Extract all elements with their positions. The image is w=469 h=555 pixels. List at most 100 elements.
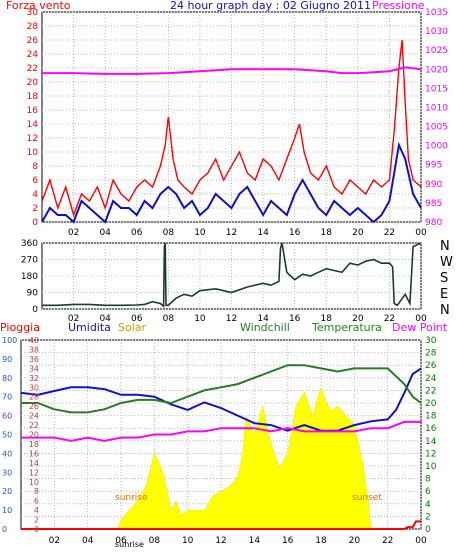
- x-tick-label: 14: [249, 536, 261, 546]
- x-tick-label: 12: [226, 314, 237, 324]
- wind-pressure-tick-labels: 0246810121416182022242628309809859909951…: [27, 8, 449, 238]
- wind-tick-label: 12: [27, 134, 38, 144]
- x-tick-label: 00: [415, 314, 427, 324]
- temp-tick-label: 8: [425, 475, 431, 485]
- climate-series: [20, 364, 422, 530]
- pioggia-tick-label: 10: [2, 506, 12, 515]
- x-tick-label: 12: [226, 228, 237, 238]
- series-pressure: [42, 66, 422, 75]
- x-tick-label: 16: [289, 314, 301, 324]
- series-wind-direction: [42, 242, 422, 309]
- wind-tick-label: 6: [32, 176, 38, 186]
- x-tick-label: 22: [384, 228, 395, 238]
- umidita-tick-label: 2: [34, 516, 39, 525]
- x-tick-label: 04: [99, 314, 111, 324]
- x-tick-label: 18: [315, 536, 327, 546]
- x-tick-label: 08: [163, 314, 175, 324]
- wind-tick-label: 0: [32, 218, 38, 228]
- pioggia-tick-label: 70: [2, 393, 12, 402]
- pressure-tick-label: 990: [425, 180, 442, 190]
- umidita-tick-label: 8: [34, 487, 39, 496]
- x-tick-label: 02: [68, 228, 79, 238]
- temp-tick-label: 20: [425, 399, 437, 409]
- pressure-tick-label: 1000: [425, 142, 448, 152]
- wind-tick-label: 20: [27, 78, 39, 88]
- pressure-tick-label: 1015: [425, 84, 448, 94]
- pioggia-tick-label: 40: [2, 449, 12, 458]
- x-tick-label: 04: [82, 536, 94, 546]
- temp-tick-label: 10: [425, 462, 437, 472]
- pressure-tick-label: 1030: [425, 27, 448, 37]
- umidita-tick-label: 18: [29, 440, 39, 449]
- umidita-tick-label: 26: [29, 402, 39, 411]
- umidita-tick-label: 24: [29, 412, 39, 421]
- climate-panel: Pioggia Umidita Solar Windchill Temperatura D…: [0, 321, 448, 549]
- temp-tick-label: 28: [425, 349, 437, 359]
- legend-solar: Solar: [118, 321, 147, 334]
- x-tick-label: 00: [415, 536, 427, 546]
- pioggia-tick-label: 90: [2, 355, 12, 364]
- legend-pioggia: Pioggia: [0, 321, 40, 334]
- wind-tick-label: 4: [32, 190, 38, 200]
- pressure-tick-label: 995: [425, 161, 442, 171]
- umidita-tick-label: 16: [29, 449, 39, 458]
- x-tick-label: 06: [131, 228, 143, 238]
- temp-tick-label: 14: [425, 437, 437, 447]
- annotation-sunrise: sunrise: [115, 493, 148, 503]
- direction-tick-label: 270: [21, 256, 38, 266]
- series-humidity: [20, 367, 422, 432]
- x-tick-label: 02: [68, 314, 79, 324]
- series-rain: [21, 520, 421, 530]
- wind-tick-label: 8: [32, 162, 38, 172]
- umidita-tick-label: 22: [29, 421, 39, 430]
- umidita-tick-label: 28: [29, 393, 39, 402]
- x-tick-label: 16: [282, 536, 294, 546]
- pressure-tick-label: 980: [425, 218, 442, 228]
- temp-tick-label: 4: [425, 500, 431, 510]
- temp-tick-label: 6: [425, 487, 431, 497]
- temp-tick-label: 22: [425, 386, 436, 396]
- x-tick-label: 10: [194, 228, 206, 238]
- temp-tick-label: 0: [425, 525, 431, 535]
- x-tick-label: 20: [349, 536, 361, 546]
- umidita-tick-label: 40: [29, 336, 39, 345]
- series-wind-speed: [41, 141, 422, 224]
- umidita-tick-label: 10: [29, 478, 39, 487]
- wind-tick-label: 24: [27, 50, 39, 60]
- wind-tick-label: 18: [27, 92, 39, 102]
- annotation-sunset: sunset: [352, 493, 382, 503]
- umidita-tick-label: 4: [34, 506, 39, 515]
- umidita-tick-label: 6: [34, 497, 39, 506]
- temp-tick-label: 24: [425, 374, 437, 384]
- wind-tick-label: 30: [27, 8, 39, 18]
- temp-tick-label: 26: [425, 361, 437, 371]
- umidita-tick-label: 38: [29, 345, 39, 354]
- legend-umidita: Umidita: [68, 321, 111, 334]
- wind-tick-label: 2: [32, 204, 38, 214]
- series-dew-point: [21, 420, 421, 442]
- direction-tick-label: 0: [32, 305, 38, 315]
- x-tick-label: 18: [321, 228, 333, 238]
- pioggia-tick-label: 100: [2, 336, 17, 345]
- pressure-axis-label: Pressione: [372, 0, 425, 12]
- temp-tick-label: 12: [425, 449, 436, 459]
- x-tick-label: 04: [99, 228, 111, 238]
- x-tick-label: 14: [257, 228, 269, 238]
- temp-tick-label: 16: [425, 424, 437, 434]
- x-tick-label: 02: [49, 536, 60, 546]
- pressure-tick-label: 1010: [425, 103, 448, 113]
- wind-tick-label: 22: [27, 64, 38, 74]
- compass-label: S: [440, 271, 448, 286]
- umidita-tick-label: 36: [29, 355, 39, 364]
- series-wind-gust: [41, 39, 422, 218]
- umidita-tick-label: 0: [34, 525, 39, 534]
- wind-pressure-panel: 0246810121416182022242628309809859909951…: [6, 0, 448, 238]
- wind-tick-label: 26: [27, 36, 39, 46]
- compass-label: W: [440, 255, 453, 270]
- legend-temperatura: Temperatura: [311, 321, 382, 334]
- temp-tick-label: 18: [425, 412, 437, 422]
- x-tick-label: 06: [115, 536, 127, 546]
- legend-windchill: Windchill: [240, 321, 290, 334]
- x-tick-label: 22: [382, 536, 393, 546]
